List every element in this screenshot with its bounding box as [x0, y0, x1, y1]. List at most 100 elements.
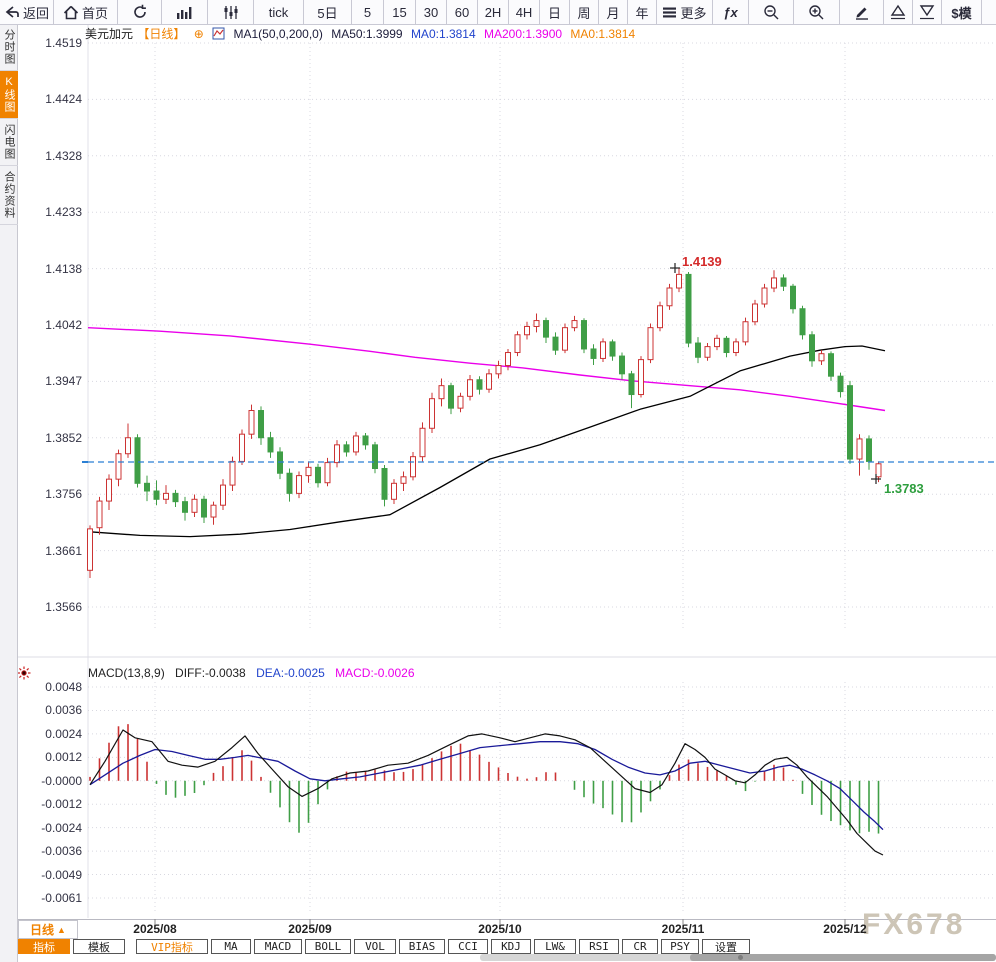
x-axis-month-label: 2025/09	[288, 922, 332, 936]
toolbar-item-home[interactable]: 首页	[54, 0, 118, 24]
macd-header: MACD(13,8,9) DIFF:-0.0038 DEA:-0.0025 MA…	[88, 666, 422, 680]
toolbar-item-sliders[interactable]	[208, 0, 254, 24]
toolbar-item-tri-down[interactable]	[913, 0, 942, 24]
sidebar-item-kline[interactable]: K线图	[0, 71, 18, 119]
symbol-period: 【日线】	[137, 27, 186, 41]
tab-MACD[interactable]: MACD	[254, 939, 302, 954]
tab-CR[interactable]: CR	[622, 939, 658, 954]
price-axis-tick: 1.3661	[45, 543, 82, 558]
fx678-watermark: FX678	[862, 908, 966, 941]
tab-BOLL[interactable]: BOLL	[305, 939, 351, 954]
macd-axis-tick: -0.0036	[41, 844, 82, 859]
sidebar-item-lightning[interactable]: 闪电图	[0, 119, 18, 166]
toolbar-item-label: 返回	[22, 5, 49, 21]
scrollbar-handle-dot	[738, 955, 743, 960]
toolbar-item-label: $模	[951, 5, 972, 21]
toolbar-item-refresh[interactable]	[118, 0, 162, 24]
tab-模板[interactable]: 模板	[73, 939, 125, 954]
indicator-tab-bar: 指标 模板 VIP指标 MA MACD BOLL VOL BIAS CCI KDJ LW& RSI CR…	[18, 939, 753, 954]
x-axis-month-label: 2025/10	[478, 922, 522, 936]
macd-diff-value: DIFF:-0.0038	[175, 666, 246, 680]
tab-CCI[interactable]: CCI	[448, 939, 488, 954]
toolbar-item-label: 年	[635, 5, 649, 21]
mini-chart-icon	[212, 27, 225, 43]
macd-axis-tick: -0.0061	[41, 890, 82, 905]
price-axis-tick: 1.3852	[45, 430, 82, 445]
toolbar-item-tick[interactable]: tick	[254, 0, 304, 24]
tab-LW&[interactable]: LW&	[534, 939, 576, 954]
tab-VOL[interactable]: VOL	[354, 939, 396, 954]
toolbar-item-fx[interactable]: ƒx	[713, 0, 749, 24]
menu-icon	[662, 6, 677, 19]
price-axis-tick: 1.4519	[45, 36, 82, 50]
macd-axis-tick: 0.0048	[45, 680, 82, 694]
macd-dea-value: DEA:-0.0025	[256, 666, 325, 680]
toolbar-item-label: 更多	[680, 5, 707, 21]
x-axis-month-label: 2025/12	[823, 922, 867, 936]
toolbar-item-m30[interactable]: 30	[416, 0, 447, 24]
tab-BIAS[interactable]: BIAS	[399, 939, 445, 954]
toolbar-item-draw[interactable]	[840, 0, 884, 24]
toolbar-item-m15[interactable]: 15	[384, 0, 416, 24]
horizontal-scrollbar[interactable]	[480, 954, 996, 961]
zoom-in-icon	[808, 4, 825, 21]
x-axis-month-label: 2025/11	[661, 922, 705, 936]
sliders-icon	[223, 5, 239, 20]
price-axis-tick: 1.4138	[45, 261, 82, 276]
sidebar-item-time-share[interactable]: 分时图	[0, 24, 18, 71]
tab-KDJ[interactable]: KDJ	[491, 939, 531, 954]
ma0-open-value: MA0:1.3814	[570, 27, 636, 41]
toolbar-item-tri-up[interactable]	[884, 0, 913, 24]
scrollbar-thumb[interactable]	[690, 954, 996, 961]
chart-legend: 美元加元 【日线】 ⊕ MA1(50,0,200,0) MA50:1.3999 …	[85, 25, 640, 43]
macd-axis-tick: 0.0024	[45, 726, 82, 741]
toolbar-item-more[interactable]: 更多	[657, 0, 713, 24]
tab-VIP指标[interactable]: VIP指标	[136, 939, 208, 954]
toolbar-item-zoom-in[interactable]	[794, 0, 840, 24]
toolbar-item-h4[interactable]: 4H	[509, 0, 540, 24]
toolbar-item-label: tick	[268, 4, 289, 20]
toolbar-item-label: 30	[423, 4, 439, 20]
toolbar-item-month[interactable]: 月	[599, 0, 628, 24]
macd-axis-tick: -0.0024	[41, 820, 82, 835]
ma200-value: MA200:1.3900	[484, 27, 563, 41]
toolbar-item-label: 周	[577, 5, 591, 21]
symbol-name: 美元加元	[85, 27, 134, 41]
tab-设置[interactable]: 设置	[702, 939, 750, 954]
tab-MA[interactable]: MA	[211, 939, 251, 954]
timeframe-selector[interactable]: 日线 ▲	[18, 920, 78, 939]
toolbar-item-h2[interactable]: 2H	[478, 0, 509, 24]
top-toolbar: 返回 首页 tick 5日 5 15 30 60 2H 4H 日周月年 更多 ƒx $模	[0, 0, 996, 25]
home	[63, 5, 79, 20]
toolbar-item-label: 2H	[484, 4, 502, 20]
timeframe-label: 日线	[30, 923, 55, 937]
tab-RSI[interactable]: RSI	[579, 939, 619, 954]
macd-macd-value: MACD:-0.0026	[335, 666, 415, 680]
tab-PSY[interactable]: PSY	[661, 939, 699, 954]
indicator-settings-sun-icon[interactable]	[17, 666, 31, 685]
toolbar-item-sim[interactable]: $模	[942, 0, 982, 24]
toolbar-item-zoom-out[interactable]	[749, 0, 794, 24]
macd-axis-tick: -0.0012	[41, 797, 82, 812]
price-axis-tick: 1.4424	[45, 92, 82, 107]
macd-title: MACD(13,8,9)	[88, 666, 165, 680]
toolbar-item-label: 15	[392, 4, 407, 20]
toolbar-item-bar-chart[interactable]	[162, 0, 208, 24]
toolbar-item-year[interactable]: 年	[628, 0, 657, 24]
left-sidebar: 分时图 K线图 闪电图 合约资料	[0, 24, 18, 962]
toolbar-item-5d[interactable]: 5日	[304, 0, 352, 24]
price-axis-tick: 1.4042	[45, 318, 82, 332]
sidebar-item-contract-info[interactable]: 合约资料	[0, 166, 18, 225]
toolbar-item-m5[interactable]: 5	[352, 0, 384, 24]
ma0-close-value: MA0:1.3814	[410, 27, 476, 41]
tab-指标[interactable]: 指标	[18, 939, 70, 954]
toolbar-item-back[interactable]: 返回	[0, 0, 54, 24]
add-indicator-icon[interactable]: ⊕	[193, 27, 204, 41]
toolbar-item-week[interactable]: 周	[570, 0, 599, 24]
toolbar-item-day[interactable]: 日	[540, 0, 570, 24]
toolbar-item-m60[interactable]: 60	[447, 0, 478, 24]
price-axis-tick: 1.3947	[45, 374, 82, 389]
timeframe-arrow-icon: ▲	[57, 924, 66, 935]
